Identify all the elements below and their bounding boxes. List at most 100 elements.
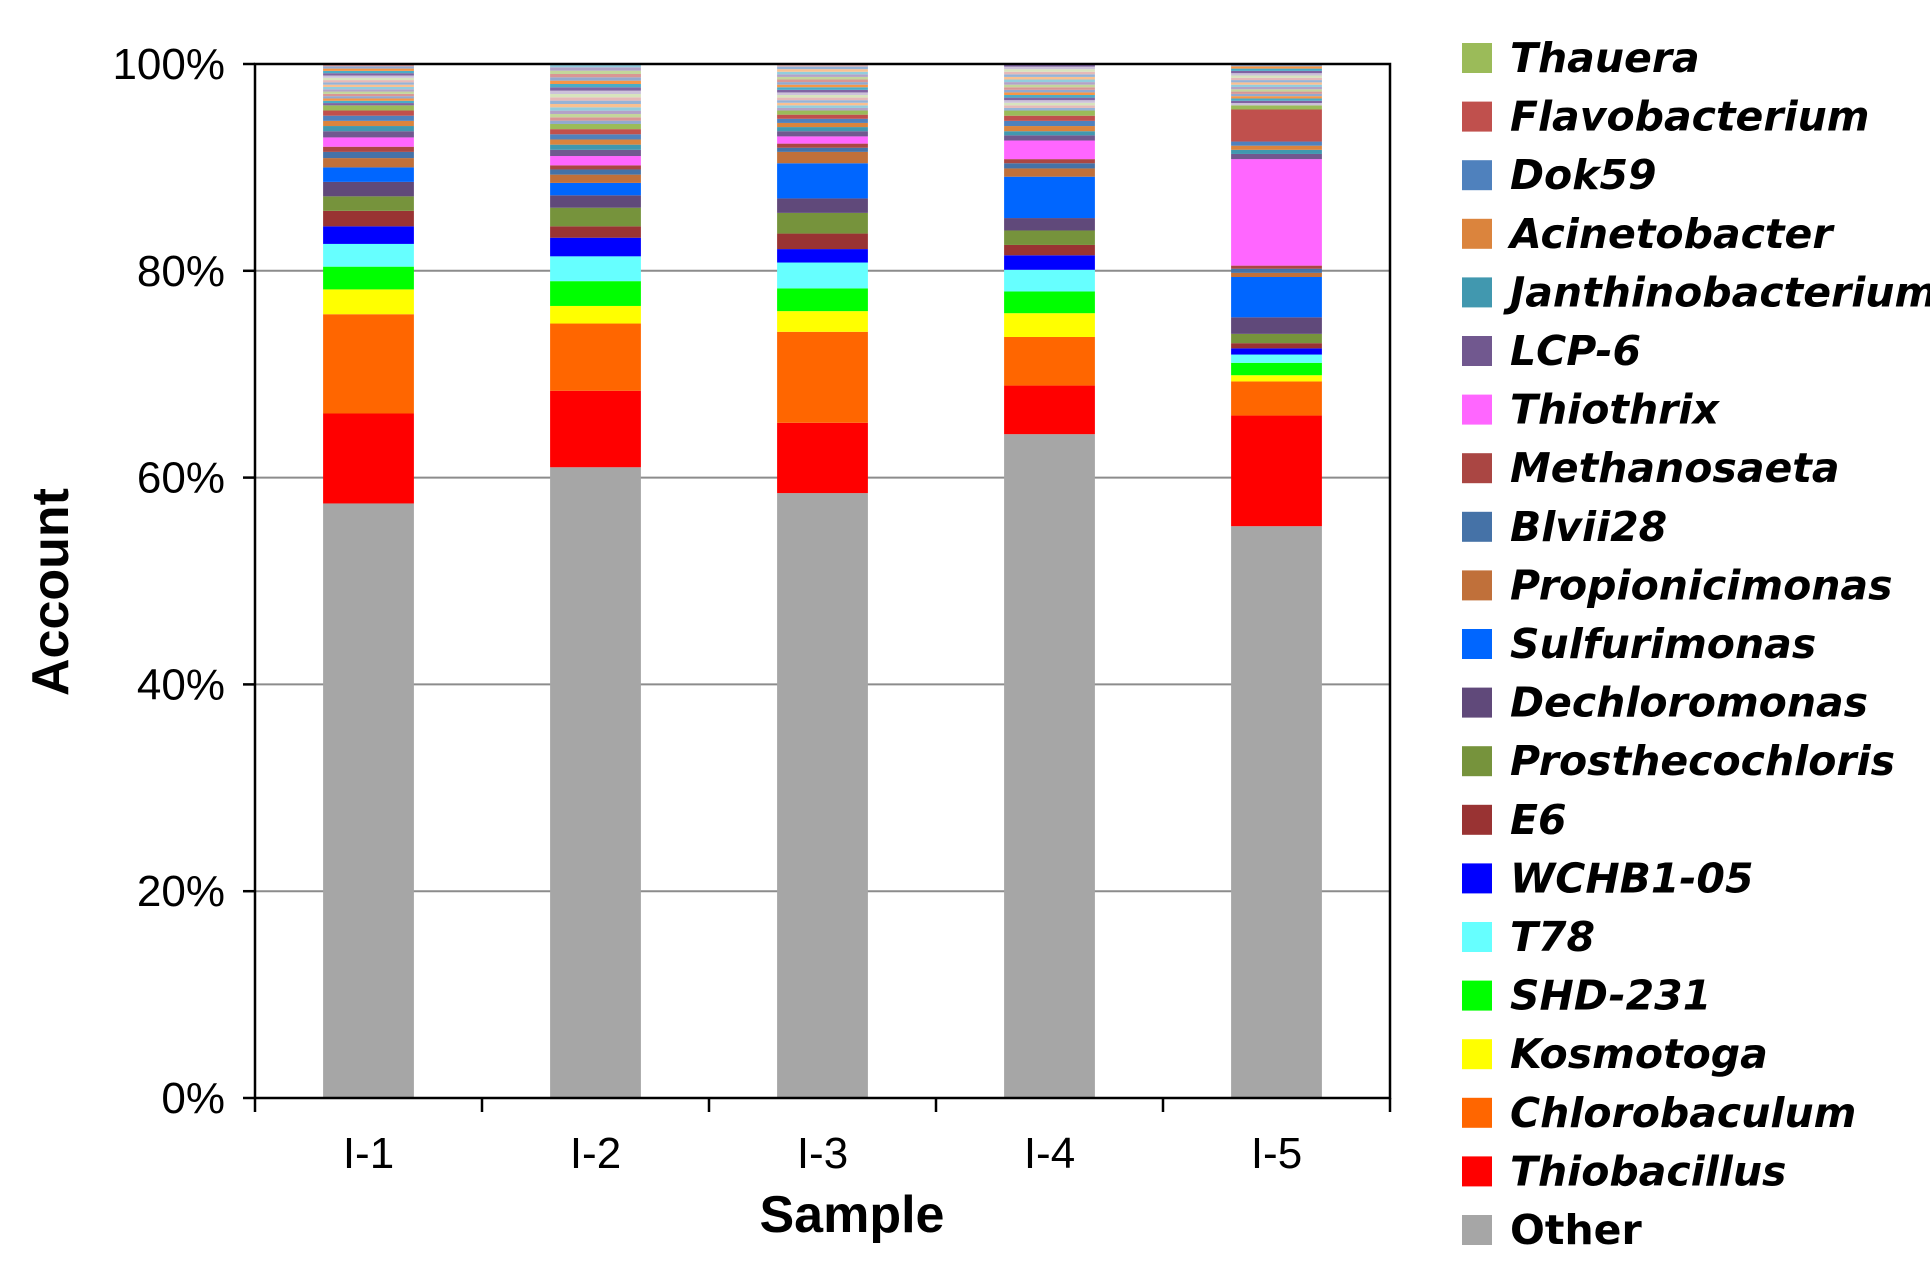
bar-segment-minor xyxy=(1004,92,1095,96)
x-tick-label: I-4 xyxy=(1024,1129,1075,1178)
bar-segment xyxy=(777,131,868,137)
bar-segment xyxy=(1231,265,1322,269)
bar-segment-minor xyxy=(550,87,641,91)
legend-label: Acinetobacter xyxy=(1507,210,1835,258)
bar-segment xyxy=(323,137,414,147)
bar-segment xyxy=(1231,105,1322,110)
bar-segment-minor xyxy=(777,76,868,80)
bar-segment-minor xyxy=(777,105,868,108)
bar-segment-minor xyxy=(323,82,414,85)
bar-segment xyxy=(777,288,868,312)
bar-segment xyxy=(1231,277,1322,318)
bar-segment-minor xyxy=(777,79,868,83)
bar-segment xyxy=(550,129,641,135)
bar-segment xyxy=(323,243,414,267)
bar-segment xyxy=(550,237,641,257)
legend-label: Blvii28 xyxy=(1510,503,1667,551)
bar-segment xyxy=(1231,149,1322,154)
legend-label: Other xyxy=(1510,1206,1642,1254)
bar-segment-minor xyxy=(550,80,641,84)
plot-frame xyxy=(253,62,1392,1100)
bar-segment xyxy=(550,134,641,140)
bar-segment xyxy=(323,120,414,127)
bar-segment-minor xyxy=(1004,64,1095,67)
legend-label: SHD-231 xyxy=(1510,972,1711,1020)
legend-swatch xyxy=(1462,160,1492,191)
bar-segment-minor xyxy=(323,93,414,97)
bar-segment xyxy=(777,163,868,199)
bar-segment-minor xyxy=(1231,73,1322,76)
bar-segment-minor xyxy=(1004,87,1095,90)
bar-segment xyxy=(550,174,641,183)
bar-segment xyxy=(777,212,868,234)
bar-segment-minor xyxy=(323,89,414,92)
bar-segment-minor xyxy=(323,100,414,104)
bar-segment-minor xyxy=(550,103,641,108)
bar-segment-minor xyxy=(777,84,868,88)
legend-label: Sulfurimonas xyxy=(1510,620,1816,668)
bar-segment-minor xyxy=(1004,76,1095,80)
bar-segment-minor xyxy=(777,74,868,77)
legend-swatch xyxy=(1462,1039,1492,1070)
bar-segment-minor xyxy=(1231,103,1322,106)
legend-label: T78 xyxy=(1510,913,1595,961)
bar-segment xyxy=(323,226,414,244)
legend-label: Prosthecochloris xyxy=(1510,737,1895,785)
legend-swatch xyxy=(1462,922,1492,952)
legend-swatch xyxy=(1462,746,1492,777)
bar-segment xyxy=(1231,348,1322,355)
legend-label: Propionicimonas xyxy=(1510,561,1893,609)
bar-segment-minor xyxy=(550,67,641,71)
bar-segment-minor xyxy=(550,117,641,121)
legend-label: Thiothrix xyxy=(1510,386,1720,434)
bar-segment xyxy=(1004,176,1095,219)
bar-segment xyxy=(1231,159,1322,266)
legend-swatch xyxy=(1462,101,1492,132)
y-tick-label: 80% xyxy=(137,247,225,296)
bar-segment-minor xyxy=(550,77,641,81)
legend-swatch xyxy=(1462,336,1492,366)
bar-segment-minor xyxy=(1231,84,1322,87)
bar-segment xyxy=(777,262,868,289)
bar-segment xyxy=(777,110,868,115)
bar-segment-minor xyxy=(777,71,868,75)
legend-label: Flavobacterium xyxy=(1510,93,1870,141)
bar-segment xyxy=(1004,159,1095,164)
bar-segment-minor xyxy=(1004,69,1095,72)
bar-segment xyxy=(1231,317,1322,334)
bar-segment xyxy=(1231,415,1322,527)
bar-segment xyxy=(1004,218,1095,231)
legend-swatch xyxy=(1462,277,1492,308)
legend-swatch xyxy=(1462,570,1492,601)
bar-segment xyxy=(1231,354,1322,363)
bar-segment-minor xyxy=(1004,95,1095,98)
bar-segment-minor xyxy=(550,70,641,74)
bar-segment xyxy=(323,146,414,152)
bar-segment xyxy=(550,182,641,196)
bar-segment xyxy=(550,165,641,170)
bar-segment xyxy=(550,195,641,208)
bar-segment-minor xyxy=(777,97,868,101)
bar-segment-minor xyxy=(550,120,641,124)
bar-segment xyxy=(1231,333,1322,344)
bar-segment xyxy=(323,196,414,211)
bar-segment xyxy=(777,118,868,123)
legend-swatch xyxy=(1462,394,1492,425)
bar-segment-minor xyxy=(323,91,414,94)
bar-segment-minor xyxy=(1004,102,1095,106)
legend-label: WCHB1-05 xyxy=(1510,854,1753,902)
legend-swatch xyxy=(1462,453,1492,484)
bar-segment xyxy=(1231,153,1322,160)
bar-segment xyxy=(323,110,414,116)
bar-segment-minor xyxy=(1231,68,1322,71)
bar-segment xyxy=(1004,230,1095,245)
bar-segment xyxy=(1231,526,1322,1098)
bar-segment xyxy=(323,131,414,138)
bar-segment-minor xyxy=(550,110,641,114)
legend-swatch xyxy=(1462,980,1492,1011)
bar-segment xyxy=(1004,434,1095,1098)
bar-segment xyxy=(777,198,868,213)
y-tick-label: 100% xyxy=(112,40,225,89)
bar-segment xyxy=(777,147,868,152)
bar-segment xyxy=(1004,126,1095,132)
